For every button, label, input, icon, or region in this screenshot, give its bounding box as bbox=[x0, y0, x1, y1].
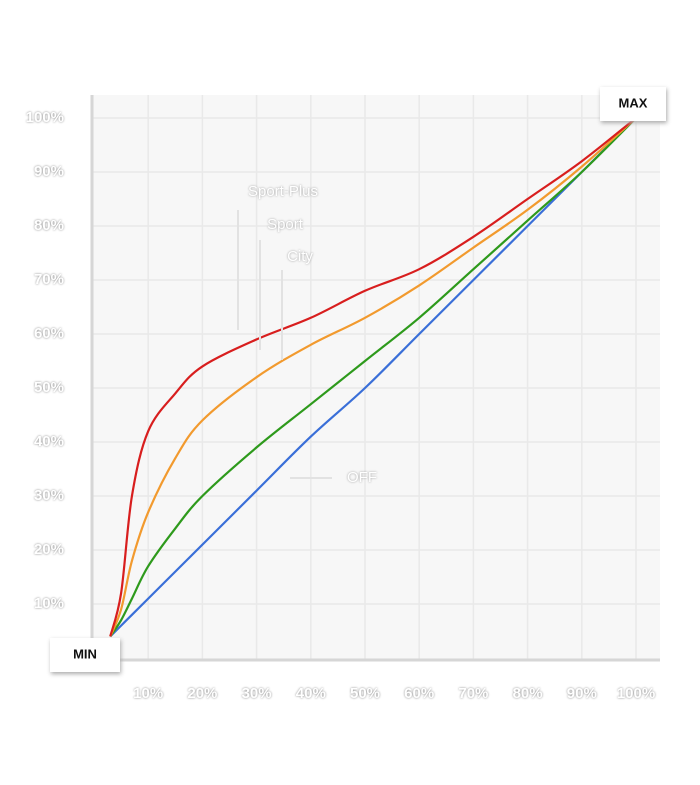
min-box bbox=[50, 638, 120, 672]
x-tick-label: 10% bbox=[133, 685, 163, 702]
series-label: Sport bbox=[267, 216, 304, 233]
series-line bbox=[109, 117, 637, 638]
series-line bbox=[109, 117, 637, 637]
x-tick-label: 20% bbox=[187, 685, 217, 702]
series-line bbox=[109, 117, 637, 637]
x-tick-label: 100% bbox=[617, 685, 655, 702]
y-tick-label: 40% bbox=[34, 433, 64, 450]
max-box bbox=[600, 87, 666, 121]
y-tick-label: 30% bbox=[34, 487, 64, 504]
series-label: OFF bbox=[347, 469, 377, 486]
y-tick-label: 70% bbox=[34, 271, 64, 288]
series-label: Sport-Plus bbox=[248, 183, 318, 200]
x-tick-label: 30% bbox=[242, 685, 272, 702]
x-tick-label: 90% bbox=[567, 685, 597, 702]
x-tick-label: 80% bbox=[513, 685, 543, 702]
y-tick-label: 80% bbox=[34, 217, 64, 234]
series-label: City bbox=[287, 248, 313, 265]
x-tick-label: 50% bbox=[350, 685, 380, 702]
x-tick-label: 60% bbox=[404, 685, 434, 702]
y-tick-label: 100% bbox=[26, 109, 64, 126]
y-tick-label: 90% bbox=[34, 163, 64, 180]
x-tick-label: 70% bbox=[458, 685, 488, 702]
series-line bbox=[109, 117, 637, 638]
y-tick-label: 10% bbox=[34, 595, 64, 612]
x-tick-label: 40% bbox=[296, 685, 326, 702]
max-label: MAX bbox=[619, 95, 648, 110]
y-tick-label: 20% bbox=[34, 541, 64, 558]
min-label: MIN bbox=[73, 646, 97, 661]
y-tick-label: 60% bbox=[34, 325, 64, 342]
y-tick-label: 50% bbox=[34, 379, 64, 396]
